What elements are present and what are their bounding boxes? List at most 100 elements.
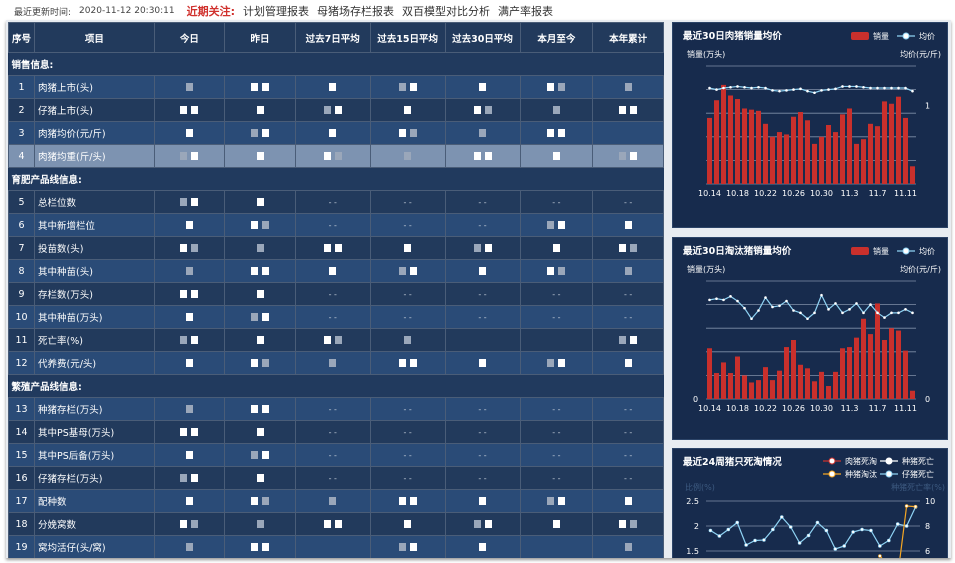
redacted-value	[334, 520, 342, 528]
redacted-value	[256, 152, 264, 160]
table-row[interactable]: 4 肉猪均重(斤/头)	[7, 144, 664, 168]
redacted-value	[409, 543, 417, 551]
table-cell: - -	[444, 466, 521, 490]
redacted-value	[262, 83, 269, 91]
table-row[interactable]: 1 肉猪上市(头)	[7, 75, 664, 99]
redacted-value	[256, 290, 264, 298]
table-cell	[224, 443, 296, 467]
table-cell	[592, 213, 664, 237]
table-cell: - -	[592, 190, 664, 214]
price-point	[750, 317, 753, 321]
empty-value: - -	[478, 427, 487, 437]
table-row[interactable]: 13 种猪存栏(万头) - - - - - - - - - -	[7, 397, 664, 421]
table-row[interactable]: 12 代养费(元/头)	[7, 351, 664, 375]
table-row[interactable]: 3 肉猪均价(元/斤)	[7, 121, 664, 145]
redacted-value	[484, 106, 492, 114]
redacted-value	[398, 83, 406, 91]
row-item: 代养费(元/头)	[34, 351, 155, 375]
column-header[interactable]: 本年累计	[592, 22, 664, 53]
table-row[interactable]: 14 其中PS基母(万头) - - - - - - - - - -	[7, 420, 664, 444]
column-header[interactable]: 昨日	[224, 22, 296, 53]
table-row[interactable]: 6 其中新增栏位 - - - - - -	[7, 213, 664, 237]
redacted-value	[558, 359, 566, 367]
table-cell: - -	[294, 397, 371, 421]
series-point	[744, 543, 748, 547]
x-tick-label: 11.3	[841, 189, 859, 198]
column-header[interactable]: 序号	[7, 22, 36, 53]
table-row[interactable]: 7 投苗数(头)	[7, 236, 664, 260]
redacted-value	[262, 129, 269, 137]
row-number: 3	[7, 121, 36, 145]
column-header[interactable]: 今日	[153, 22, 226, 53]
link-fullrate-report[interactable]: 满产率报表	[498, 5, 554, 18]
table-cell: - -	[369, 420, 446, 444]
row-item: 其中PS后备(万头)	[34, 443, 155, 467]
table-cell	[444, 489, 521, 513]
redacted-value	[624, 497, 632, 505]
y-tick-label: 1.5	[686, 547, 699, 556]
link-plan-report[interactable]: 计划管理报表	[243, 5, 310, 18]
y-tick-label: 2.5	[686, 497, 699, 506]
update-label: 最近更新时间:	[14, 7, 72, 18]
legend-label: 销量	[873, 246, 889, 256]
column-header[interactable]: 过去15日平均	[369, 22, 446, 53]
table-cell	[153, 282, 226, 306]
column-header[interactable]: 过去7日平均	[294, 22, 371, 53]
column-header[interactable]: 过去30日平均	[444, 22, 521, 53]
table-row[interactable]: 19 窝均活仔(头/窝)	[7, 535, 664, 558]
redacted-value	[251, 83, 258, 91]
redacted-value	[256, 106, 264, 114]
y2-tick-label: 6	[925, 547, 930, 556]
price-point	[736, 85, 739, 88]
redacted-value	[630, 106, 638, 114]
row-item: 分娩窝数	[34, 512, 155, 536]
table-row[interactable]: 2 仔猪上市(头)	[7, 98, 664, 122]
series-point	[904, 504, 909, 508]
table-cell	[224, 282, 296, 306]
column-header[interactable]: 项目	[34, 22, 155, 53]
link-sow-stock-report[interactable]: 母猪场存栏报表	[317, 5, 395, 18]
focus-label: 近期关注:	[186, 5, 236, 18]
table-row[interactable]: 10 其中种苗(万头) - - - - - - - - - -	[7, 305, 664, 329]
update-time: 2020-11-12 20:30:11	[79, 6, 175, 16]
table-cell: - -	[519, 443, 594, 467]
redacted-value	[484, 520, 492, 528]
table-cell	[592, 121, 664, 145]
price-point	[715, 297, 718, 300]
table-row[interactable]: 5 总栏位数 - - - - - - - - - -	[7, 190, 664, 214]
redacted-value	[552, 152, 560, 160]
dashboard: 序号 项目 今日 昨日 过去7日平均 过去15日平均 过去30日平均 本月至今 本年累计 销售信…	[6, 20, 951, 558]
table-cell: - -	[294, 190, 371, 214]
table-row[interactable]: 11 死亡率(%)	[7, 328, 664, 352]
table-row[interactable]: 9 存栏数(万头) - - - - - - - - - -	[7, 282, 664, 306]
legend-label: 种猪死亡	[902, 456, 934, 466]
table-cell	[153, 351, 226, 375]
price-point	[771, 89, 774, 92]
redacted-value	[251, 451, 258, 459]
price-point	[911, 89, 914, 93]
redacted-value	[323, 106, 331, 114]
table-cell	[444, 535, 521, 558]
column-header[interactable]: 本月至今	[519, 22, 594, 53]
legend-marker	[828, 470, 836, 478]
table-row[interactable]: 8 其中种苗(头)	[7, 259, 664, 283]
empty-value: - -	[478, 450, 487, 460]
series-point	[717, 534, 722, 538]
table-row[interactable]: 16 仔猪存栏(万头) - - - - - - - - - -	[7, 466, 664, 490]
price-point	[876, 86, 879, 90]
price-point	[883, 316, 886, 319]
empty-value: - -	[623, 427, 633, 437]
redacted-value	[619, 244, 627, 252]
series-point	[913, 504, 918, 509]
link-model-compare[interactable]: 双百模型对比分析	[402, 5, 491, 18]
table-row[interactable]: 17 配种数	[7, 489, 664, 513]
series-point	[869, 528, 873, 533]
price-point	[764, 296, 767, 299]
y2-tick-label: 8	[925, 522, 930, 531]
table-cell	[153, 489, 226, 513]
redacted-value	[256, 428, 264, 436]
table-row[interactable]: 15 其中PS后备(万头) - - - - - - - - - -	[7, 443, 664, 467]
table-row[interactable]: 18 分娩窝数	[7, 512, 664, 536]
row-item: 种猪存栏(万头)	[34, 397, 155, 421]
price-point	[827, 308, 830, 311]
